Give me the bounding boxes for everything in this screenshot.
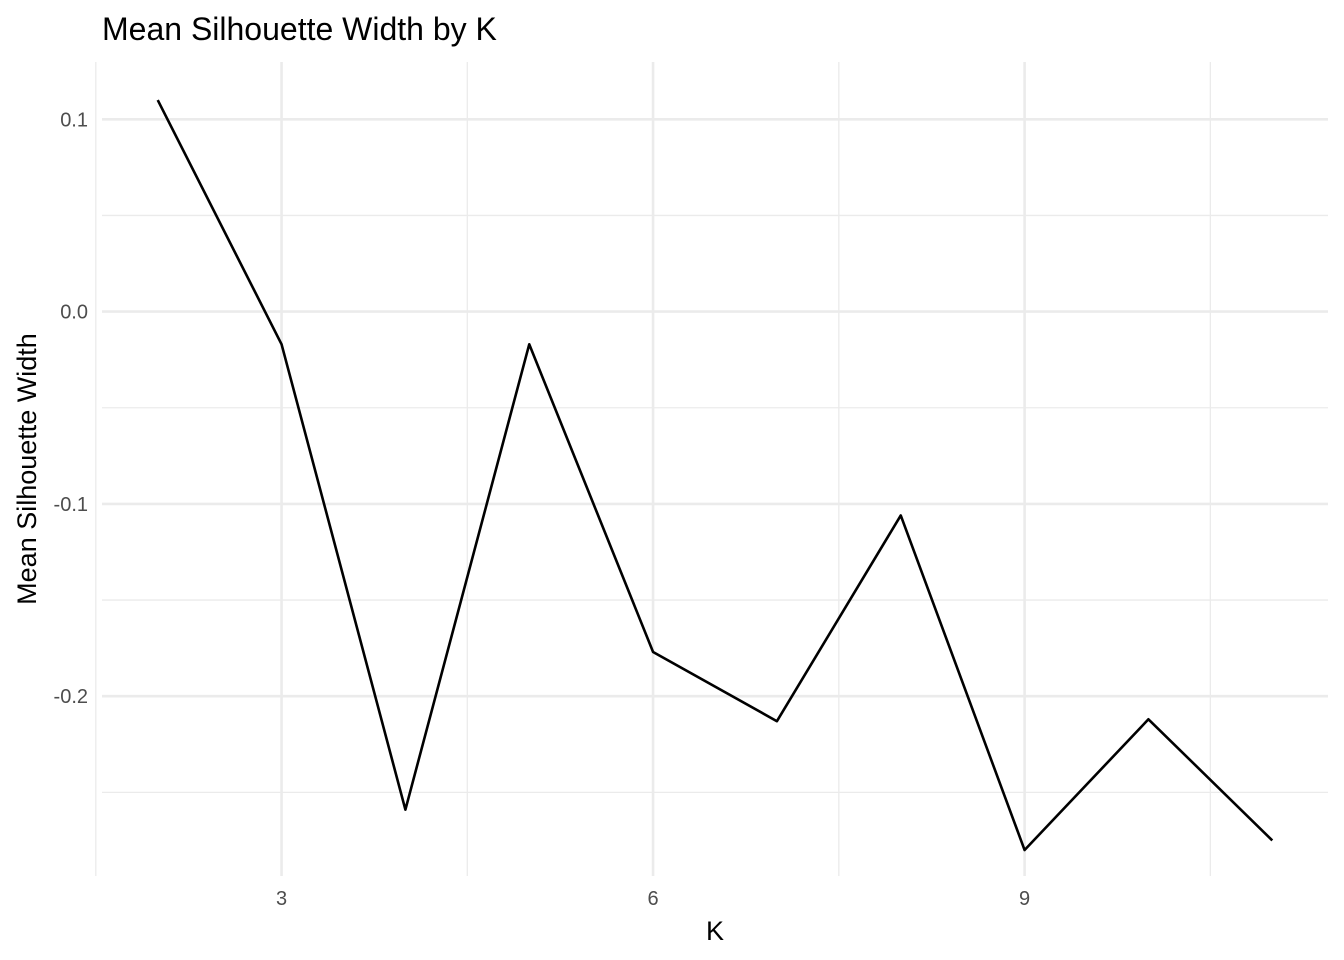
x-axis-title: K [706,916,724,946]
x-tick-label: 6 [648,888,659,910]
series-layer [156,99,1274,852]
tick-labels: 0.1 0.0 -0.1 -0.2 3 6 9 [54,109,1031,910]
y-tick-label: 0.1 [60,109,88,131]
y-axis-title: Mean Silhouette Width [12,333,42,605]
y-tick-label: -0.1 [54,494,88,516]
y-tick-label: -0.2 [54,686,88,708]
chart-title: Mean Silhouette Width by K [102,11,497,47]
x-tick-label: 3 [276,888,287,910]
y-tick-label: 0.0 [60,302,88,324]
grid [95,62,1328,876]
series-line [156,99,1274,852]
x-tick-label: 9 [1019,888,1030,910]
